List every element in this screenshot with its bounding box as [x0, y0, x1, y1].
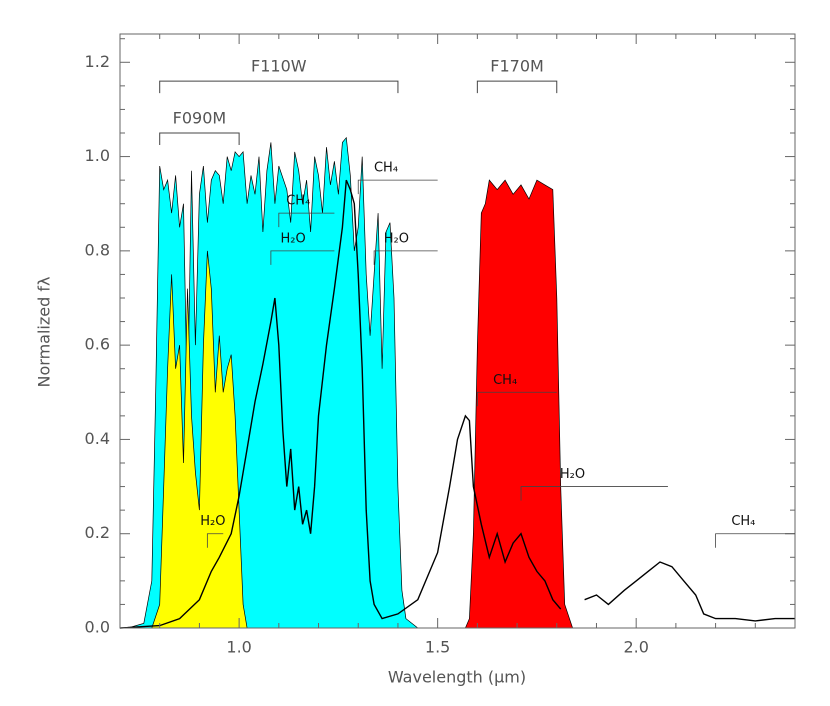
x-tick-label: 1.5 [425, 638, 450, 657]
filter-bracket [159, 132, 240, 145]
band-label: H₂O [560, 467, 585, 482]
filter-area [151, 250, 248, 629]
band-marker [715, 533, 795, 548]
spectrum-line [119, 179, 795, 629]
band-label: CH₄ [731, 514, 755, 529]
y-tick-label: 0.0 [85, 618, 110, 637]
filter-bracket [476, 80, 558, 94]
filter-label: F090M [173, 109, 227, 128]
band-label: CH₄ [286, 194, 310, 209]
x-axis-label: Wavelength (μm) [388, 668, 526, 687]
y-tick-label: 1.2 [85, 52, 110, 71]
x-tick-label: 2.0 [623, 638, 648, 657]
band-marker [476, 391, 557, 407]
filter-bracket [159, 80, 399, 94]
filter-label: F170M [490, 57, 544, 76]
band-marker [270, 250, 335, 265]
filter-label: F110W [251, 57, 307, 76]
band-marker [206, 533, 224, 548]
band-label: H₂O [384, 231, 409, 246]
band-marker [373, 250, 438, 265]
band-label: H₂O [200, 514, 225, 529]
band-label: CH₄ [374, 161, 398, 176]
band-marker [278, 212, 335, 228]
y-axis-label: Normalized fλ [35, 277, 54, 388]
filter-area [464, 179, 574, 629]
x-tick-label: 1.0 [226, 638, 251, 657]
y-tick-label: 0.6 [85, 335, 110, 354]
y-tick-label: 0.4 [85, 429, 110, 448]
y-tick-label: 0.8 [85, 240, 110, 259]
y-tick-label: 0.2 [85, 523, 110, 542]
plot-frame [119, 33, 796, 629]
y-tick-label: 1.0 [85, 146, 110, 165]
band-marker [520, 486, 668, 501]
band-marker [357, 179, 438, 195]
band-label: H₂O [281, 231, 306, 246]
band-label: CH₄ [493, 373, 517, 388]
